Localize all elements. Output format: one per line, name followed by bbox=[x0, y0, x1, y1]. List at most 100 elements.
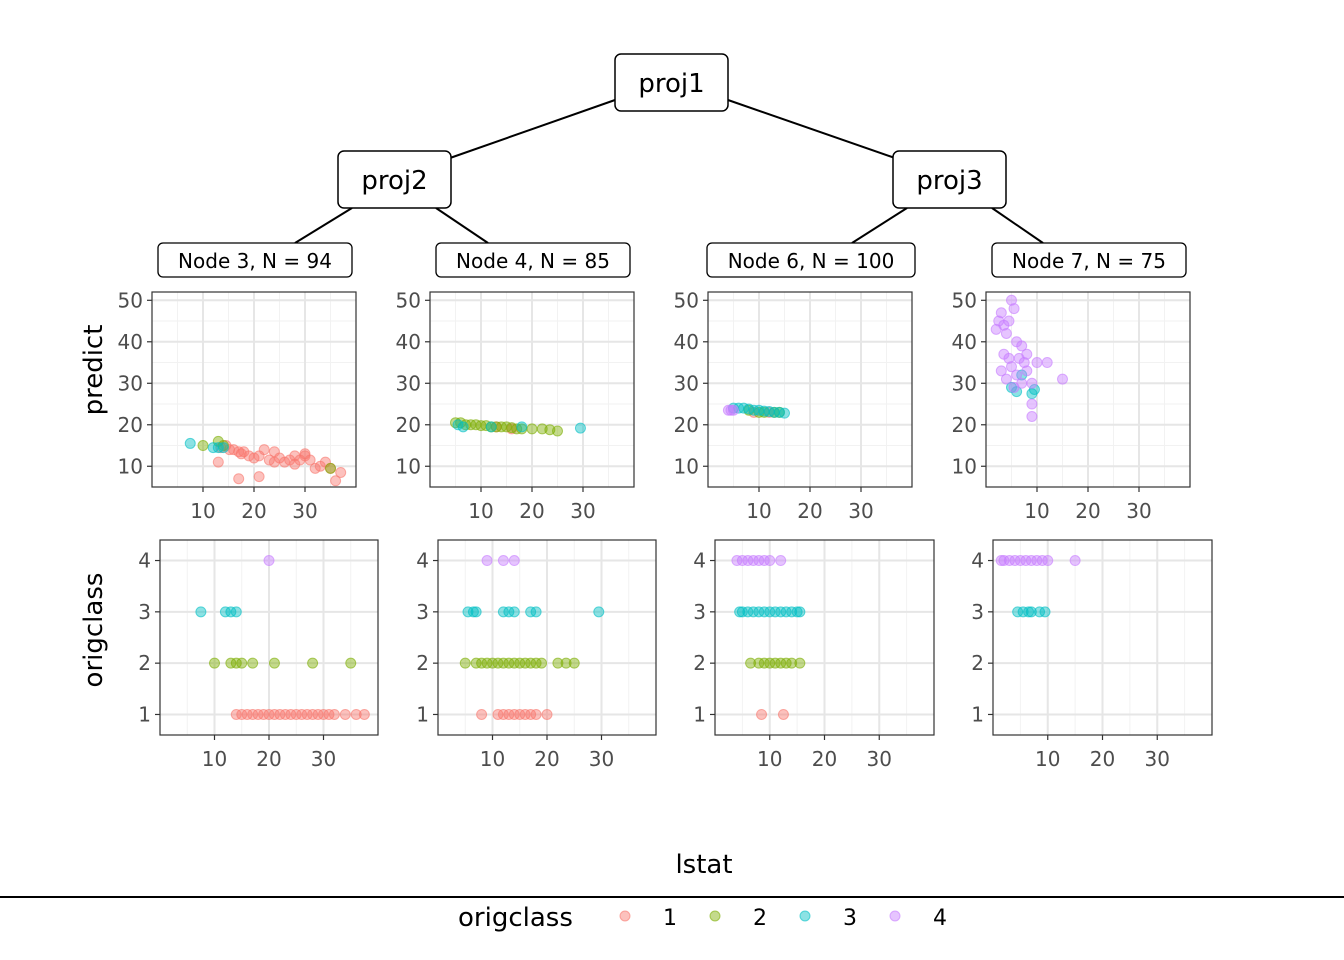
data-point-class-3 bbox=[195, 606, 207, 618]
data-point-class-4 bbox=[725, 404, 737, 416]
x-tick-label: 20 bbox=[1090, 747, 1115, 771]
x-tick-label: 30 bbox=[570, 499, 595, 523]
data-point-class-1 bbox=[476, 708, 488, 720]
y-tick-label: 4 bbox=[971, 549, 984, 573]
data-point-class-2 bbox=[786, 657, 798, 669]
data-point-class-1 bbox=[212, 456, 224, 468]
data-point-class-3 bbox=[574, 422, 586, 434]
edge-proj3-node6 bbox=[851, 207, 908, 244]
data-point-class-3 bbox=[184, 437, 196, 449]
x-tick-label: 30 bbox=[1126, 499, 1151, 523]
tree-node-proj1: proj1 bbox=[614, 53, 729, 112]
x-tick-label: 30 bbox=[311, 747, 336, 771]
data-point-class-4 bbox=[775, 555, 787, 567]
data-point-class-4 bbox=[1008, 381, 1020, 393]
scatter-panel-origclass: 10 20 30 1 2 3 4 bbox=[138, 539, 379, 771]
legend-title: origclass bbox=[458, 903, 573, 933]
data-point-class-4 bbox=[1026, 410, 1038, 422]
y-tick-label: 2 bbox=[416, 651, 429, 675]
edge-proj2-node4 bbox=[435, 207, 489, 244]
data-point-class-3 bbox=[516, 421, 528, 433]
data-point-class-3 bbox=[530, 606, 542, 618]
y-tick-label: 50 bbox=[952, 288, 977, 312]
y-tick-label: 1 bbox=[138, 702, 151, 726]
scatter-panel-predict: 10 20 30 10 20 30 40 50 bbox=[674, 288, 913, 523]
data-point-class-4 bbox=[1021, 365, 1033, 377]
legend-label: 2 bbox=[753, 906, 767, 931]
x-tick-label: 10 bbox=[1024, 499, 1049, 523]
leaf-label: Node 3, N = 94 bbox=[178, 249, 332, 273]
data-point-class-1 bbox=[541, 708, 553, 720]
y-tick-label: 40 bbox=[396, 330, 421, 354]
data-point-class-3 bbox=[593, 606, 605, 618]
data-point-class-4 bbox=[1008, 303, 1020, 315]
y-tick-label: 30 bbox=[952, 371, 977, 395]
data-point-class-3 bbox=[794, 606, 806, 618]
y-tick-label: 10 bbox=[118, 454, 143, 478]
x-tick-label: 20 bbox=[797, 499, 822, 523]
legend-key bbox=[709, 910, 721, 922]
tree-node-label: proj3 bbox=[916, 166, 982, 196]
edge-proj3-node7 bbox=[991, 207, 1044, 244]
data-point-class-1 bbox=[756, 708, 768, 720]
y-tick-label: 3 bbox=[971, 600, 984, 624]
legend-key bbox=[889, 910, 901, 922]
data-point-class-4 bbox=[1057, 373, 1068, 385]
x-tick-label: 10 bbox=[190, 499, 215, 523]
legend-label: 3 bbox=[843, 906, 857, 931]
y-tick-label: 1 bbox=[971, 702, 984, 726]
data-point-class-4 bbox=[728, 404, 739, 416]
tree-node-label: proj1 bbox=[638, 69, 704, 99]
leaf-node-7: Node 7, N = 75 bbox=[991, 242, 1187, 278]
y-tick-label: 3 bbox=[138, 600, 151, 624]
x-tick-label: 30 bbox=[1145, 747, 1170, 771]
y-tick-label: 40 bbox=[952, 330, 977, 354]
scatter-panel-predict: 10 20 30 10 20 30 40 50 bbox=[396, 288, 635, 523]
data-point-class-4 bbox=[995, 307, 1007, 319]
data-point-class-1 bbox=[777, 708, 789, 720]
x-tick-label: 10 bbox=[757, 747, 782, 771]
data-point-class-4 bbox=[1000, 327, 1012, 339]
scatter-panel-predict: 10 20 30 10 20 30 40 50 bbox=[952, 288, 1191, 523]
legend-item-3: 3 bbox=[799, 906, 857, 931]
data-point-class-4 bbox=[1011, 369, 1023, 381]
legend-label: 1 bbox=[663, 906, 677, 931]
data-point-class-4 bbox=[1069, 555, 1081, 567]
y-tick-label: 30 bbox=[674, 371, 699, 395]
y-tick-label: 4 bbox=[693, 549, 706, 573]
data-point-class-4 bbox=[1042, 555, 1054, 567]
y-tick-label: 2 bbox=[971, 651, 984, 675]
data-point-class-1 bbox=[253, 471, 265, 483]
y-tick-label: 1 bbox=[416, 702, 429, 726]
data-point-class-2 bbox=[197, 440, 209, 452]
x-axis-title: lstat bbox=[675, 850, 732, 880]
tree-node-proj2: proj2 bbox=[337, 150, 452, 209]
data-point-class-3 bbox=[1039, 606, 1051, 618]
y-axis-title-predict: predict bbox=[79, 325, 109, 416]
scatter-panel-origclass: 10 20 30 1 2 3 4 bbox=[416, 539, 657, 771]
data-point-class-4 bbox=[263, 555, 275, 567]
leaf-label: Node 4, N = 85 bbox=[456, 249, 610, 273]
data-point-class-2 bbox=[247, 657, 259, 669]
data-point-class-4 bbox=[497, 555, 509, 567]
data-point-class-3 bbox=[508, 606, 520, 618]
data-point-class-4 bbox=[1016, 340, 1028, 352]
data-point-class-2 bbox=[459, 657, 471, 669]
data-point-class-1 bbox=[350, 708, 362, 720]
y-tick-label: 50 bbox=[396, 288, 421, 312]
data-point-class-3 bbox=[779, 407, 790, 419]
data-point-class-3 bbox=[1025, 606, 1037, 618]
edge-proj1-proj2 bbox=[449, 99, 616, 159]
data-point-class-3 bbox=[470, 606, 482, 618]
y-tick-label: 4 bbox=[416, 549, 429, 573]
scatter-panel-origclass: 10 20 30 1 2 3 4 bbox=[971, 539, 1213, 771]
data-point-class-1 bbox=[328, 708, 340, 720]
data-point-class-3 bbox=[1028, 384, 1040, 395]
data-point-class-2 bbox=[568, 657, 580, 669]
data-point-class-2 bbox=[526, 423, 538, 435]
x-tick-label: 20 bbox=[534, 747, 559, 771]
x-tick-label: 10 bbox=[480, 747, 505, 771]
data-point-class-4 bbox=[764, 555, 776, 567]
